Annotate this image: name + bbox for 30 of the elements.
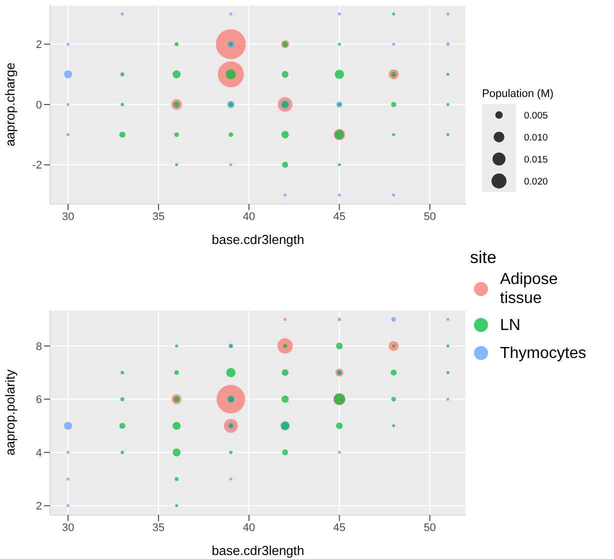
x-tick-label: 50 [424, 210, 436, 223]
x-tick-label: 35 [152, 210, 165, 223]
legend-label: Adipose tissue [500, 270, 559, 308]
y-tick-label: 2 [36, 500, 42, 513]
legend-label: 0.010 [524, 132, 548, 144]
x-tick-label: 45 [333, 522, 346, 534]
y-tick-label: 0 [36, 99, 42, 112]
legend-title: site [470, 248, 498, 268]
y-tick-label: 6 [36, 394, 42, 406]
legend-title: Population (M) [482, 88, 555, 100]
x-axis-title: base.cdr3length [212, 543, 304, 558]
x-tick-label: 45 [333, 210, 346, 223]
x-tick-label: 30 [62, 522, 74, 534]
x-tick-label: 35 [152, 522, 165, 534]
legend-label: 0.005 [524, 110, 548, 122]
y-tick-label: 2 [36, 39, 42, 52]
x-tick-label: 30 [62, 210, 74, 223]
y-tick-label: -2 [32, 160, 42, 172]
legend-label: Thymocytes [500, 344, 586, 362]
y-tick-label: 8 [36, 340, 42, 353]
legend-label: 0.015 [524, 154, 548, 166]
x-tick-label: 40 [242, 522, 256, 534]
y-axis-title: aaprop.charge [2, 62, 18, 146]
x-tick-label: 50 [424, 522, 436, 534]
x-tick-label: 40 [242, 210, 256, 223]
y-axis-title: aaprop.polarity [2, 369, 18, 456]
y-tick-label: 4 [36, 447, 42, 460]
x-axis-title: base.cdr3length [212, 232, 304, 247]
legend-label: LN [500, 316, 520, 334]
legend-label: 0.020 [524, 176, 548, 188]
